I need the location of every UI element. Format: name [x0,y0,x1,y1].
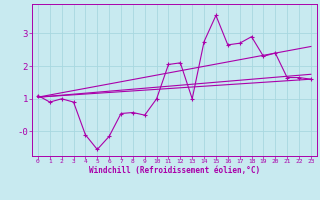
X-axis label: Windchill (Refroidissement éolien,°C): Windchill (Refroidissement éolien,°C) [89,166,260,175]
